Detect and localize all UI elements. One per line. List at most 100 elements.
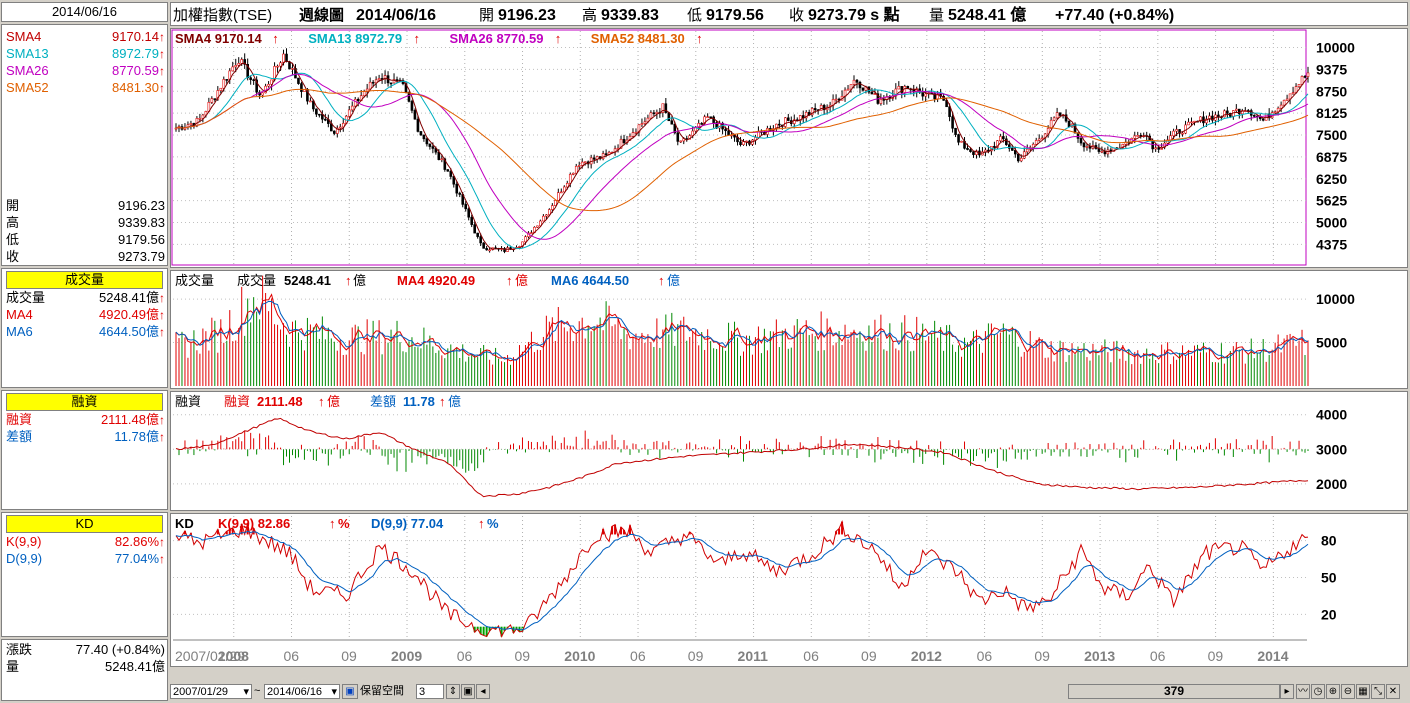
candle-body bbox=[428, 143, 432, 147]
candle-body bbox=[858, 81, 862, 89]
scroll-left-icon[interactable]: ◂ bbox=[476, 684, 490, 699]
up-arrow-icon: ↑ bbox=[318, 394, 325, 409]
x-tick-label: 06 bbox=[284, 648, 300, 664]
y-tick-label: 50 bbox=[1321, 570, 1337, 586]
candle-body bbox=[431, 146, 435, 149]
high-label: 高 bbox=[582, 7, 597, 24]
up-arrow-icon: ↑ bbox=[658, 273, 665, 288]
zoom-out-icon[interactable]: ⊖ bbox=[1341, 684, 1355, 699]
scroll-right-icon[interactable]: ▸ bbox=[1280, 684, 1294, 699]
y-tick-label: 10000 bbox=[1316, 40, 1355, 56]
margin-chart-panel[interactable]: 4000 3000 2000 融資 融資 2111.48 ↑ 億差額 11.78 ↑ 億 bbox=[170, 391, 1408, 511]
info-label: 差額 bbox=[6, 429, 33, 444]
candle-body bbox=[894, 88, 898, 97]
spin-icon[interactable]: ⇕ bbox=[446, 684, 460, 699]
candle-body bbox=[1261, 118, 1265, 121]
change-value: +77.40 (+0.84%) bbox=[1055, 7, 1174, 24]
candle-body bbox=[479, 236, 482, 244]
candle-body bbox=[1169, 135, 1172, 141]
candle-body bbox=[1199, 116, 1202, 122]
candle-body bbox=[210, 98, 214, 103]
scroll-thumb[interactable]: 379 bbox=[1068, 684, 1280, 699]
info-value-text: 9196.23 bbox=[118, 198, 165, 213]
reserve-input[interactable]: 3 bbox=[416, 684, 444, 699]
candle-body bbox=[1279, 104, 1283, 109]
up-arrow-icon: ↑ bbox=[506, 273, 513, 288]
candle-body bbox=[1002, 136, 1005, 140]
candle-body bbox=[1282, 99, 1286, 106]
candle-body bbox=[652, 112, 656, 115]
candle-body bbox=[643, 121, 647, 124]
y-tick-label: 5000 bbox=[1316, 215, 1347, 231]
wave-icon[interactable]: 〰 bbox=[1296, 684, 1310, 699]
kd-chart-panel[interactable]: 80 50 20 2007/01/29 2008 06 09 2009 06 09 2010 06 09… bbox=[170, 513, 1408, 667]
info-label: 收 bbox=[6, 249, 20, 264]
candle-body bbox=[443, 158, 447, 170]
candle-body bbox=[969, 149, 972, 152]
x-tick-label: 09 bbox=[861, 648, 877, 664]
candle-body bbox=[667, 112, 671, 122]
candle-body bbox=[1157, 147, 1160, 150]
apply2-icon[interactable]: ▣ bbox=[461, 684, 475, 699]
close-icon[interactable]: ✕ bbox=[1386, 684, 1400, 699]
x-tick-label: 06 bbox=[630, 648, 646, 664]
info-row: 收 9273.79 bbox=[6, 248, 165, 265]
cursor-icon[interactable]: ⤡ bbox=[1371, 684, 1385, 699]
left-margin-panel: 融資 融資 2111.48億↑ 差額 11.78億↑ bbox=[1, 390, 168, 510]
info-value-text: 9179.56 bbox=[118, 232, 165, 247]
from-date-select[interactable]: 2007/01/29 ▾ bbox=[170, 684, 252, 699]
volume-chart-panel[interactable]: 10000 5000 成交量 成交量 5248.41 ↑ 億 MA4 4920.49 ↑ 億 MA6… bbox=[170, 270, 1408, 389]
x-tick-label: 2013 bbox=[1084, 648, 1115, 664]
candle-body bbox=[1211, 115, 1214, 121]
x-tick-label: 2014 bbox=[1257, 648, 1288, 664]
candle-body bbox=[240, 59, 244, 64]
candle-body bbox=[392, 79, 396, 84]
candle-body bbox=[276, 65, 279, 68]
margin-chart[interactable]: 400030002000融資 融資 2111.48 ↑ 億差額 11.78 ↑ 億 bbox=[171, 392, 1407, 510]
info-value-text: 82.86% bbox=[114, 534, 159, 549]
zoom-in-icon[interactable]: ⊕ bbox=[1326, 684, 1340, 699]
info-value: 9196.23 bbox=[118, 197, 165, 214]
candle-body bbox=[724, 128, 727, 132]
kd-header: KD bbox=[6, 515, 163, 533]
price-chart[interactable]: 10000 9375 8750 8125 7500 6875 6250 5625 5000 437… bbox=[171, 29, 1407, 267]
candle-body bbox=[700, 123, 703, 125]
candle-body bbox=[1226, 110, 1229, 114]
info-label: SMA26 bbox=[6, 63, 49, 78]
candle-body bbox=[288, 61, 291, 70]
candle-body bbox=[395, 79, 399, 81]
price-plot-frame bbox=[171, 29, 1307, 266]
candle-body bbox=[503, 248, 506, 252]
grid-icon[interactable]: ▦ bbox=[1356, 684, 1370, 699]
candle-body bbox=[324, 118, 327, 121]
y-tick-label: 6875 bbox=[1316, 149, 1347, 165]
info-value-text: 77.40 (+0.84%) bbox=[75, 642, 165, 657]
candle-body bbox=[249, 77, 252, 80]
candle-body bbox=[900, 86, 904, 93]
candle-body bbox=[1100, 150, 1104, 153]
candle-body bbox=[861, 87, 865, 91]
candle-body bbox=[198, 117, 202, 120]
scroll-track[interactable] bbox=[490, 684, 1070, 699]
candle-body bbox=[1285, 98, 1289, 101]
x-tick-label: 2007/01/29 bbox=[175, 648, 245, 664]
price-chart-panel[interactable]: 10000 9375 8750 8125 7500 6875 6250 5625 5000 437… bbox=[170, 28, 1408, 268]
legend-sma: SMA4 9170.14 bbox=[175, 31, 262, 46]
y-tick-label: 3000 bbox=[1316, 441, 1347, 457]
candle-body bbox=[410, 101, 414, 111]
info-label: 高 bbox=[6, 215, 20, 230]
clock-icon[interactable]: ◷ bbox=[1311, 684, 1325, 699]
candle-body bbox=[957, 134, 960, 143]
info-row: MA4 4920.49億↑ bbox=[6, 306, 165, 323]
info-row: 成交量 5248.41億↑ bbox=[6, 289, 165, 306]
to-date-select[interactable]: 2014/06/16 ▾ bbox=[264, 684, 340, 699]
up-arrow-icon: ↑ bbox=[159, 308, 165, 322]
apply-icon[interactable]: ▣ bbox=[342, 684, 358, 699]
candle-body bbox=[1291, 92, 1295, 95]
candle-body bbox=[383, 75, 387, 80]
margin-legend-title: 融資 bbox=[175, 394, 201, 409]
ma4-line bbox=[175, 293, 1309, 362]
